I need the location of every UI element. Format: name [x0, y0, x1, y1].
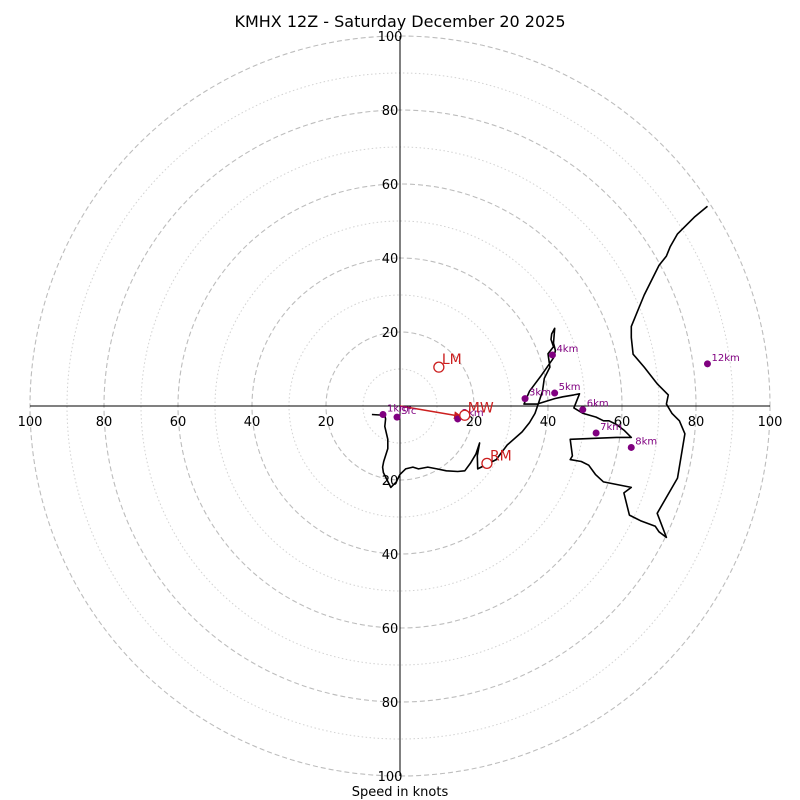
- chart-title: KMHX 12Z - Saturday December 20 2025: [234, 12, 565, 31]
- height-label-7km: 7km: [600, 422, 622, 433]
- height-marker-4km: [548, 351, 556, 359]
- x-tick-label: 40: [540, 415, 557, 430]
- height-marker-6km: [579, 406, 587, 414]
- height-label-Sfc: Sfc: [401, 406, 416, 417]
- height-label-5km: 5km: [559, 382, 581, 393]
- x-tick-label: 20: [466, 415, 483, 430]
- y-tick-label: 40: [382, 548, 399, 563]
- height-marker-3km: [521, 395, 529, 403]
- x-tick-label: 20: [318, 415, 335, 430]
- storm-motion-marker-MW: [459, 409, 471, 421]
- height-label-6km: 6km: [587, 399, 609, 410]
- mean-wind-arrow: [399, 405, 463, 420]
- y-tick-label: 60: [382, 622, 399, 637]
- y-tick-label: 100: [378, 30, 403, 45]
- x-tick-label: 60: [170, 415, 187, 430]
- x-tick-label: 100: [758, 415, 783, 430]
- height-marker-Sfc: [393, 413, 401, 421]
- storm-motion-markers: LM MW RM: [433, 352, 512, 470]
- height-marker-12km: [703, 360, 711, 368]
- height-marker-5km: [551, 389, 559, 397]
- storm-motion-marker-RM: [481, 457, 493, 470]
- x-axis-label: Speed in knots: [352, 785, 449, 800]
- y-tick-label: 80: [382, 104, 399, 119]
- hodograph-trace-group: [371, 205, 709, 539]
- storm-motion-label-RM: RM: [490, 448, 512, 464]
- x-tick-label: 100: [18, 415, 43, 430]
- x-tick-label: 80: [688, 415, 705, 430]
- y-tick-label: 20: [382, 326, 399, 341]
- storm-motion-marker-LM: [433, 361, 445, 373]
- height-marker-8km: [627, 443, 635, 451]
- height-marker-7km: [592, 429, 600, 437]
- y-tick-label: 80: [382, 696, 399, 711]
- height-marker-1km: [379, 411, 387, 419]
- hodograph-trace: [371, 205, 709, 539]
- storm-motion-label-LM: LM: [442, 352, 462, 368]
- height-label-2km: 2km: [462, 408, 484, 419]
- x-tick-label: 40: [244, 415, 261, 430]
- y-tick-label: 40: [382, 252, 399, 267]
- height-label-4km: 4km: [556, 344, 578, 355]
- height-label-12km: 12km: [711, 353, 739, 364]
- height-label-1km: 1km: [387, 404, 409, 415]
- x-tick-label: 80: [96, 415, 113, 430]
- height-label-8km: 8km: [635, 436, 657, 447]
- y-tick-label: 60: [382, 178, 399, 193]
- y-tick-label: 100: [378, 770, 403, 785]
- height-label-3km: 3km: [529, 388, 551, 399]
- storm-motion-label-MW: MW: [468, 400, 494, 416]
